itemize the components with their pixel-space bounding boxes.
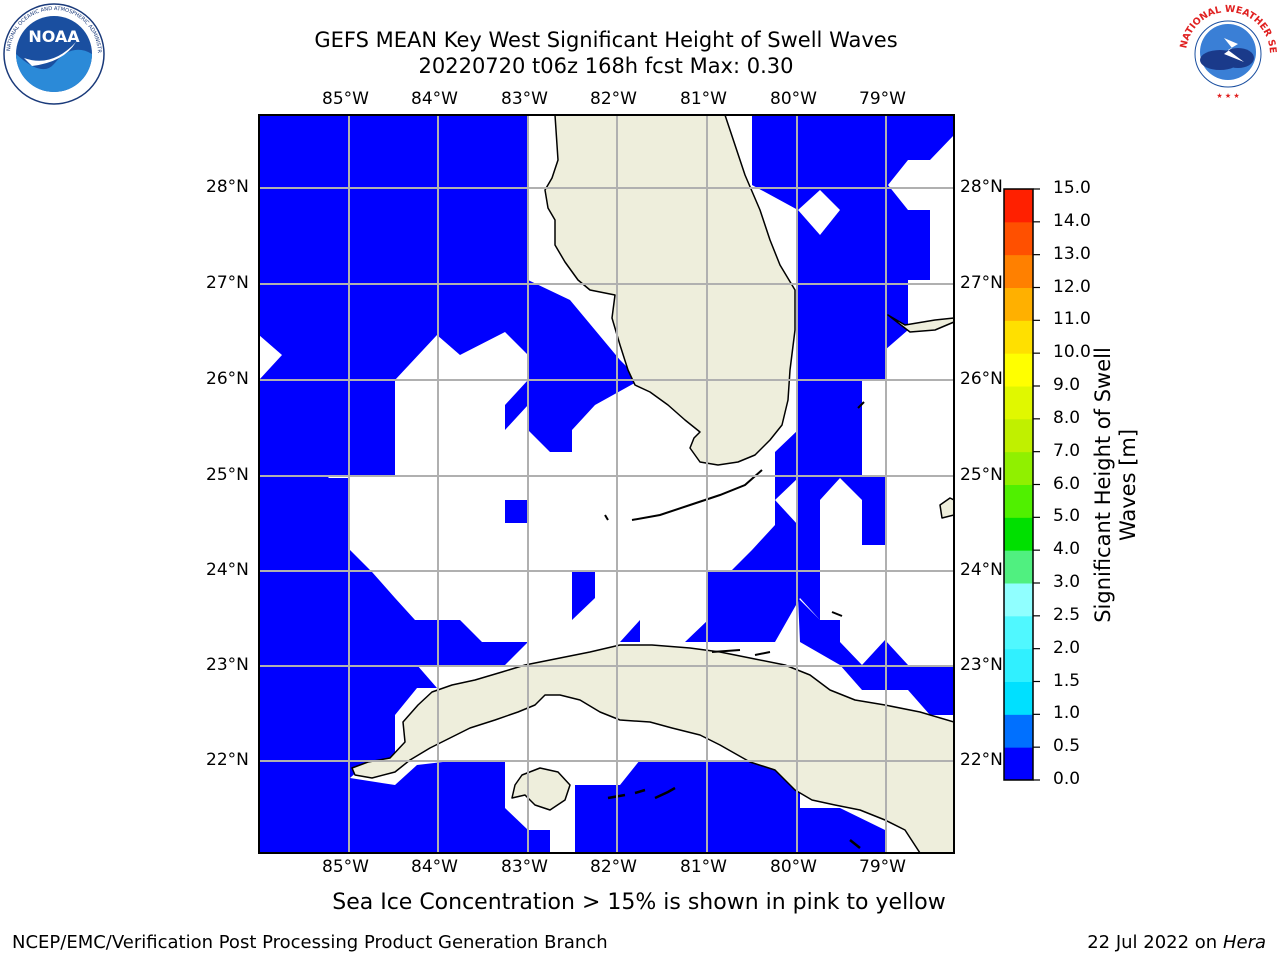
colorbar-tick-label: 12.0 xyxy=(1053,276,1091,297)
colorbar-segment xyxy=(1004,747,1033,781)
colorbar-tick-label: 6.0 xyxy=(1053,473,1081,494)
svg-text:★ ★ ★: ★ ★ ★ xyxy=(1216,92,1239,100)
lat-label: 26°N xyxy=(206,369,249,389)
lon-label: 79°W xyxy=(859,857,906,877)
colorbar-segment xyxy=(1004,615,1033,650)
lat-label: 22°N xyxy=(960,750,1003,770)
colorbar-tick-label: 7.0 xyxy=(1053,440,1081,461)
colorbar-segment xyxy=(1004,320,1033,354)
colorbar-tick-label: 14.0 xyxy=(1053,210,1091,231)
colorbar-tick-label: 1.0 xyxy=(1053,703,1081,724)
lat-label: 24°N xyxy=(206,560,249,580)
lat-label: 28°N xyxy=(206,177,249,197)
colorbar-tick-label: 11.0 xyxy=(1053,309,1091,330)
colorbar-title-line1: Significant Height of Swell xyxy=(1091,347,1115,623)
colorbar-tick-label: 1.5 xyxy=(1053,670,1081,691)
colorbar-segment xyxy=(1004,517,1033,551)
lon-label: 85°W xyxy=(322,89,369,109)
colorbar xyxy=(1003,188,1040,781)
lon-label: 83°W xyxy=(501,89,548,109)
colorbar-segment xyxy=(1004,681,1033,715)
colorbar-tick-label: 15.0 xyxy=(1053,178,1091,198)
colorbar-tick-label: 0.5 xyxy=(1053,736,1081,757)
nws-logo: NATIONAL WEATHER SERVICE ★ ★ ★ xyxy=(1176,2,1278,100)
lat-label: 25°N xyxy=(960,465,1003,485)
colorbar-segment xyxy=(1004,418,1033,453)
lat-label: 23°N xyxy=(960,655,1003,675)
lon-label: 82°W xyxy=(590,89,637,109)
lat-label: 22°N xyxy=(206,750,249,770)
colorbar-segment xyxy=(1004,451,1033,485)
footer-host: Hera xyxy=(1222,932,1266,953)
lat-label: 23°N xyxy=(206,655,249,675)
lat-label: 24°N xyxy=(960,560,1003,580)
map-subtitle: 20220720 t06z 168h fcst Max: 0.30 xyxy=(418,54,794,78)
colorbar-tick-label: 2.0 xyxy=(1053,637,1081,658)
colorbar-segment xyxy=(1004,254,1033,288)
lat-label: 27°N xyxy=(206,273,249,293)
colorbar-segment xyxy=(1004,714,1033,748)
lon-label: 81°W xyxy=(680,857,727,877)
lon-label: 80°W xyxy=(770,857,817,877)
map-title: GEFS MEAN Key West Significant Height of… xyxy=(314,28,898,52)
lon-label: 84°W xyxy=(411,89,458,109)
colorbar-title: Significant Height of Swell Waves [m] xyxy=(1091,347,1141,623)
colorbar-tick-label: 3.0 xyxy=(1053,572,1081,592)
colorbar-tick-label: 13.0 xyxy=(1053,243,1091,264)
lon-label: 82°W xyxy=(590,857,637,877)
colorbar-tick-label: 9.0 xyxy=(1053,375,1081,395)
colorbar-segment xyxy=(1004,221,1033,256)
colorbar-segment xyxy=(1004,189,1033,223)
graticule xyxy=(259,115,954,853)
colorbar-segment xyxy=(1004,484,1033,518)
colorbar-tick-label: 2.5 xyxy=(1053,604,1081,625)
footer-date-text: 22 Jul 2022 on xyxy=(1087,932,1218,953)
lon-label: 81°W xyxy=(680,89,727,109)
colorbar-segment xyxy=(1004,648,1033,682)
colorbar-segment xyxy=(1004,583,1033,617)
colorbar-title-line2: Waves [m] xyxy=(1116,428,1140,542)
footer-branch: NCEP/EMC/Verification Post Processing Pr… xyxy=(12,932,608,953)
colorbar-segment xyxy=(1004,550,1033,584)
map-frame xyxy=(258,114,955,854)
colorbar-tick-label: 0.0 xyxy=(1053,769,1081,789)
lon-label: 84°W xyxy=(411,857,458,877)
footer-date: 22 Jul 2022 on Hera xyxy=(1087,932,1266,953)
lat-label: 28°N xyxy=(960,177,1003,197)
colorbar-segment xyxy=(1004,287,1033,321)
sea-ice-note: Sea Ice Concentration > 15% is shown in … xyxy=(332,890,946,915)
colorbar-tick-label: 4.0 xyxy=(1053,539,1081,560)
colorbar-tick-label: 8.0 xyxy=(1053,407,1081,428)
lat-label: 25°N xyxy=(206,465,249,485)
lon-label: 83°W xyxy=(501,857,548,877)
colorbar-tick-label: 10.0 xyxy=(1053,342,1091,363)
lat-label: 26°N xyxy=(960,369,1003,389)
lon-label: 79°W xyxy=(859,89,906,109)
colorbar-segment xyxy=(1004,353,1033,387)
lon-label: 80°W xyxy=(770,89,817,109)
land xyxy=(351,115,954,853)
colorbar-segment xyxy=(1004,386,1033,420)
noaa-logo-text: NOAA xyxy=(28,27,80,46)
lat-label: 27°N xyxy=(960,273,1003,293)
lon-label: 85°W xyxy=(322,857,369,877)
colorbar-tick-label: 5.0 xyxy=(1053,506,1081,527)
noaa-logo: NOAA NATIONAL OCEANIC AND ATMOSPHERIC AD… xyxy=(2,2,105,105)
